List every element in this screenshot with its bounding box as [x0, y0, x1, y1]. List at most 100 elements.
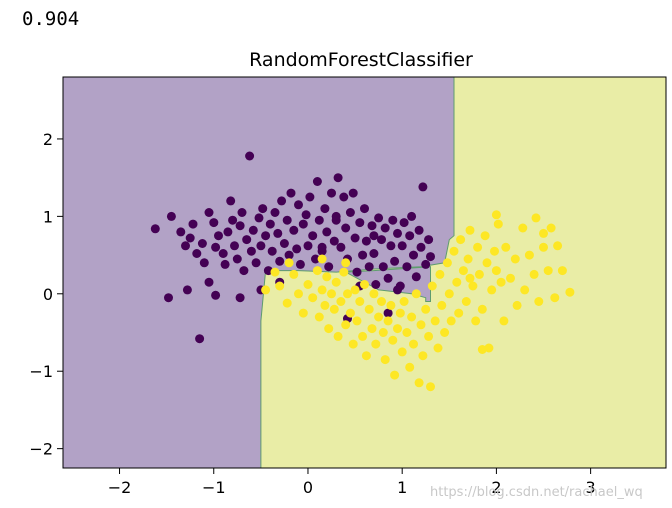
class-0-point: [204, 277, 214, 287]
class-1-point: [397, 347, 407, 357]
y-tick-label: 1: [43, 207, 53, 226]
class-0-point: [383, 308, 393, 318]
class-0-point: [150, 224, 160, 234]
class-0-point: [199, 258, 209, 268]
class-0-point: [232, 254, 242, 264]
class-0-point: [380, 223, 390, 233]
y-tick-label: −1: [29, 362, 53, 381]
class-0-point: [378, 262, 388, 272]
class-0-point: [364, 262, 374, 272]
class-1-point: [298, 308, 308, 318]
class-0-point: [345, 208, 355, 217]
class-0-point: [358, 250, 368, 260]
class-1-point: [553, 241, 563, 251]
class-0-point: [411, 272, 421, 282]
class-0-point: [421, 259, 431, 269]
x-axis: −2 −1 0 1 2 3: [108, 468, 596, 497]
class-1-point: [529, 269, 539, 279]
class-0-point: [235, 293, 245, 303]
class-1-point: [361, 351, 371, 361]
class-1-point: [539, 228, 548, 238]
class-0-point: [298, 219, 308, 229]
class-1-point: [433, 343, 443, 353]
class-0-point: [327, 188, 336, 198]
class-1-point: [546, 223, 556, 233]
class-0-point: [397, 241, 407, 251]
class-0-point: [414, 225, 424, 235]
class-0-point: [188, 219, 198, 229]
class-0-point: [256, 241, 266, 251]
class-0-point: [294, 200, 303, 210]
class-1-point: [341, 258, 351, 268]
y-axis: −2 −1 0 1 2: [29, 130, 63, 459]
class-1-point: [557, 266, 567, 276]
class-0-point: [360, 204, 369, 214]
x-tick-label: −2: [108, 478, 132, 497]
class-1-point: [473, 242, 483, 252]
class-0-point: [273, 228, 283, 238]
class-0-point: [341, 223, 351, 233]
class-0-point: [235, 221, 245, 231]
class-0-point: [418, 182, 428, 192]
class-0-point: [352, 267, 362, 277]
class-1-point: [474, 269, 484, 279]
class-0-point: [197, 239, 207, 248]
class-1-point: [416, 320, 426, 330]
class-1-point: [308, 293, 318, 303]
class-0-point: [267, 246, 277, 256]
class-0-point: [211, 242, 221, 252]
class-1-point: [539, 242, 548, 252]
class-0-point: [426, 252, 435, 262]
class-0-notch-region: [343, 266, 431, 302]
class-0-point: [265, 219, 275, 229]
class-1-point: [360, 280, 369, 289]
class-0-point: [402, 262, 412, 272]
class-1-point: [512, 300, 522, 310]
class-0-point: [301, 210, 311, 220]
class-1-point: [386, 300, 396, 310]
class-0-point: [393, 228, 402, 238]
class-1-point: [437, 300, 447, 310]
class-1-point: [418, 351, 428, 361]
class-0-point: [226, 196, 236, 206]
class-1-point: [383, 316, 393, 326]
class-1-point: [524, 250, 534, 260]
class-0-point: [369, 249, 379, 258]
class-0-point: [228, 215, 238, 225]
class-1-point: [378, 328, 388, 337]
class-0-point: [258, 204, 268, 214]
class-1-point: [395, 308, 405, 318]
class-1-point: [261, 285, 271, 295]
class-0-point: [239, 266, 249, 276]
class-0-point: [312, 177, 322, 186]
class-1-point: [371, 339, 381, 349]
class-1-point: [480, 231, 490, 241]
class-1-point: [320, 300, 330, 310]
class-1-point: [499, 316, 509, 326]
class-1-point: [471, 316, 481, 326]
x-tick-label: 3: [586, 478, 596, 497]
class-1-point: [388, 335, 398, 345]
class-0-point: [195, 334, 205, 344]
class-1-point: [369, 289, 379, 299]
class-0-point: [317, 242, 327, 252]
class-1-point: [341, 320, 351, 330]
class-0-point: [367, 221, 377, 231]
class-1-point: [493, 219, 503, 229]
class-1-point: [550, 293, 560, 303]
class-0-point: [223, 227, 233, 237]
class-0-point: [237, 208, 247, 217]
class-0-point: [204, 208, 214, 217]
class-1-point: [482, 258, 492, 268]
scatter-points: [150, 151, 575, 392]
class-1-point: [518, 223, 528, 233]
class-0-point: [230, 241, 239, 251]
class-0-point: [377, 235, 386, 245]
class-1-point: [329, 304, 339, 314]
class-1-point: [284, 258, 294, 268]
class-0-point: [182, 285, 192, 295]
class-1-point: [424, 331, 434, 341]
class-0-point: [275, 256, 285, 266]
class-1-point: [294, 289, 303, 299]
class-1-point: [446, 316, 456, 326]
